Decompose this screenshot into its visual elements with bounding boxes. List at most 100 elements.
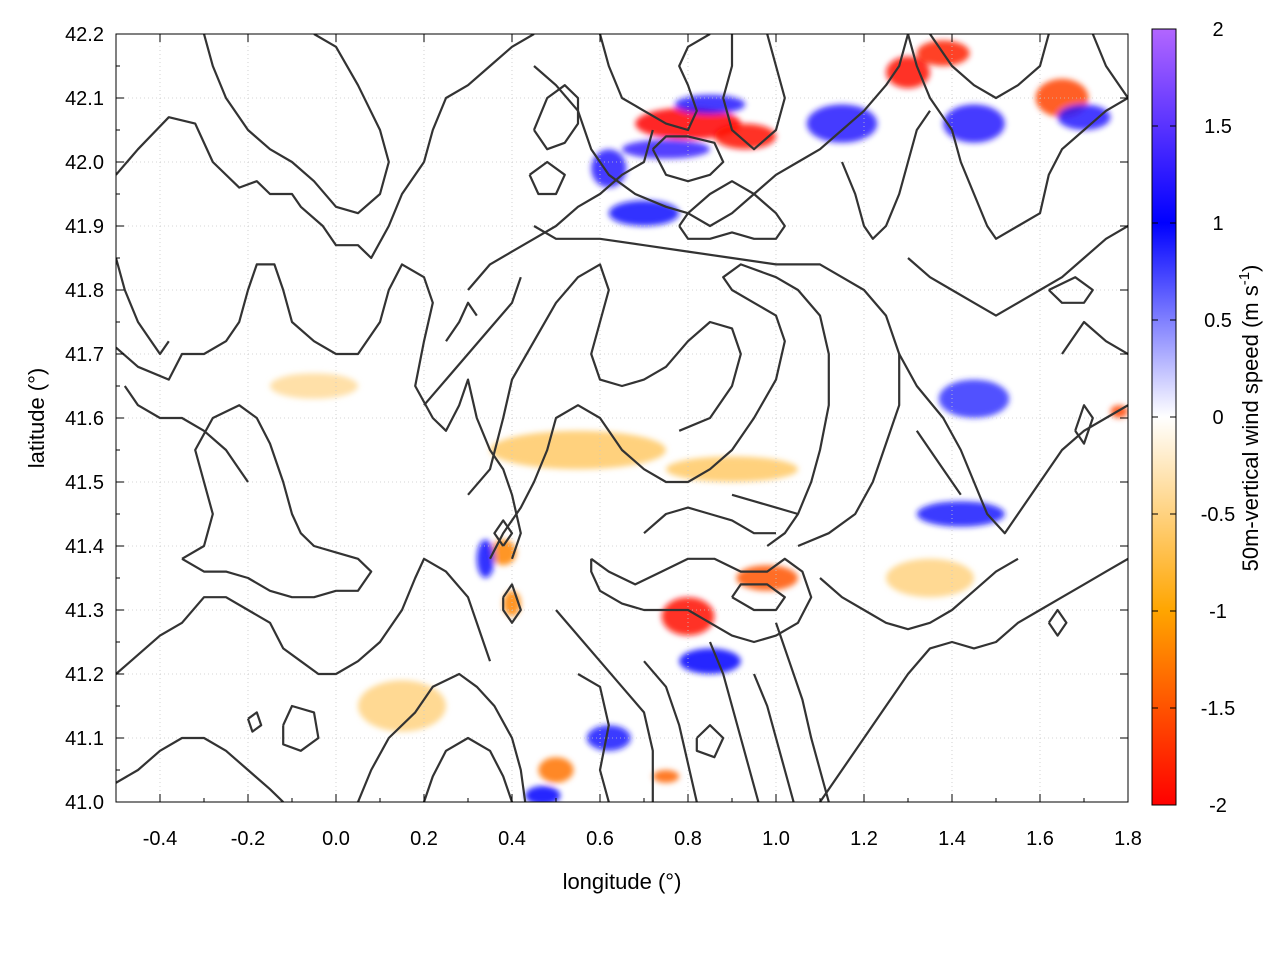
wind-field-layer: [270, 40, 1128, 802]
terrain-contour-13: [533, 225, 901, 548]
y-tick-label-6: 41.6: [65, 408, 104, 430]
x-tick-label-8: 1.2: [850, 828, 878, 850]
field-hotspot-9: [538, 757, 574, 783]
field-hotspot-5: [661, 597, 715, 636]
colorbar-tick-label-5: 0.5: [1204, 310, 1232, 332]
terrain-contour-1: [202, 34, 390, 215]
terrain-contour-7: [246, 711, 263, 733]
terrain-contour-48: [445, 301, 478, 342]
y-tick-label-12: 42.2: [65, 24, 104, 46]
terrain-contour-14: [533, 34, 910, 228]
field-hotspot-12: [622, 139, 710, 159]
field-hotspot-17: [943, 104, 1005, 143]
terrain-contour-12: [467, 263, 742, 496]
field-hotspot-0: [635, 107, 741, 140]
field-hotspot-1: [714, 123, 776, 150]
y-tick-label-11: 42.1: [65, 88, 104, 110]
y-tick-label-3: 41.3: [65, 600, 104, 622]
colorbar-tick-label-7: 1.5: [1204, 116, 1232, 138]
colorbar-label-superscript: -1: [1236, 272, 1253, 285]
terrain-contour-32: [819, 557, 1019, 631]
colorbar-tick-label-2: -1: [1209, 601, 1227, 623]
terrain-contour-35: [731, 583, 786, 612]
terrain-contour-16: [722, 34, 786, 151]
x-axis-label: longitude (°): [563, 869, 682, 894]
x-tick-label-6: 0.8: [674, 828, 702, 850]
terrain-contour-21: [678, 180, 786, 240]
terrain-contours: [116, 34, 1128, 802]
x-tick-label-5: 0.6: [586, 828, 614, 850]
terrain-contour-36: [555, 609, 654, 802]
terrain-contour-46: [116, 257, 170, 356]
terrain-contour-4: [181, 404, 373, 599]
y-tick-label-4: 41.4: [65, 536, 104, 558]
terrain-contour-17: [651, 135, 725, 183]
colorbar-tick-label-6: 1: [1212, 213, 1223, 235]
terrain-contour-20: [467, 129, 654, 291]
terrain-contour-30: [1074, 404, 1094, 445]
field-hotspot-20: [679, 648, 741, 674]
terrain-contour-33: [1047, 608, 1068, 637]
x-tick-label-9: 1.4: [938, 828, 966, 850]
terrain-contour-43: [643, 506, 776, 535]
x-tick-label-3: 0.2: [410, 828, 438, 850]
field-hotspot-21: [525, 786, 561, 802]
terrain-contour-47: [123, 385, 249, 483]
terrain-contour-34: [590, 557, 813, 644]
terrain-contour-2: [116, 263, 522, 560]
colorbar-label-tail: ): [1238, 265, 1263, 272]
field-hotspot-18: [1057, 104, 1111, 130]
y-tick-label-10: 42.0: [65, 152, 104, 174]
terrain-contour-0: [116, 34, 535, 260]
field-hotspot-27: [886, 558, 974, 598]
terrain-contour-3: [116, 557, 492, 676]
terrain-contour-11: [489, 263, 830, 560]
x-tick-label-7: 1.0: [762, 828, 790, 850]
terrain-contour-31: [819, 557, 1128, 802]
x-tick-label-11: 1.8: [1114, 828, 1142, 850]
terrain-contour-40: [752, 673, 795, 802]
field-hotspot-29: [270, 373, 358, 399]
x-axis-ticks: -0.4 -0.2 0.0 0.2 0.4 0.6 0.8 1.0 1.2 1.4 1.6 1.8: [115, 34, 1142, 850]
y-tick-label-9: 41.9: [65, 216, 104, 238]
terrain-contour-29: [1061, 320, 1128, 355]
terrain-contour-5: [116, 736, 284, 802]
colorbar-ticks: -2 -1.5 -1 -0.5 0 0.5 1 1.5 2: [1152, 19, 1235, 817]
terrain-contour-15: [598, 34, 711, 132]
terrain-contour-42: [695, 724, 725, 759]
y-axis-label: latitude (°): [24, 368, 49, 469]
colorbar-tick-label-8: 2: [1212, 19, 1223, 41]
terrain-contour-26: [1048, 276, 1094, 304]
terrain-contour-50: [493, 519, 514, 547]
x-tick-label-0: -0.4: [143, 828, 177, 850]
colorbar-label: 50m-vertical wind speed (m s-1): [1236, 265, 1263, 572]
field-hotspot-25: [490, 430, 666, 470]
y-tick-label-8: 41.8: [65, 280, 104, 302]
colorbar-label-main: 50m-vertical wind speed (m s: [1238, 285, 1263, 571]
terrain-contour-10: [502, 583, 522, 624]
y-tick-label-2: 41.2: [65, 664, 104, 686]
terrain-contour-25: [907, 225, 1128, 317]
colorbar-tick-label-4: 0: [1212, 407, 1223, 429]
field-hotspot-16: [806, 104, 878, 143]
y-tick-label-1: 41.1: [65, 728, 104, 750]
field-hotspot-26: [666, 456, 798, 483]
terrain-contour-39: [708, 641, 760, 802]
terrain-contour-37: [577, 673, 610, 802]
y-tick-label-7: 41.7: [65, 344, 104, 366]
x-tick-label-1: -0.2: [231, 828, 265, 850]
x-tick-label-4: 0.4: [498, 828, 526, 850]
terrain-contour-49: [423, 276, 522, 406]
terrain-contour-19: [528, 160, 566, 196]
terrain-contour-24: [840, 110, 931, 240]
colorbar-tick-label-0: -2: [1209, 795, 1227, 817]
terrain-contour-18: [532, 84, 580, 151]
terrain-contour-38: [643, 660, 698, 802]
terrain-contour-45: [731, 493, 799, 516]
field-hotspot-22: [916, 501, 1005, 527]
field-hotspot-10: [652, 770, 680, 783]
colorbar-tick-label-1: -1.5: [1201, 698, 1235, 720]
field-hotspot-2: [886, 56, 930, 89]
x-tick-label-10: 1.6: [1026, 828, 1054, 850]
